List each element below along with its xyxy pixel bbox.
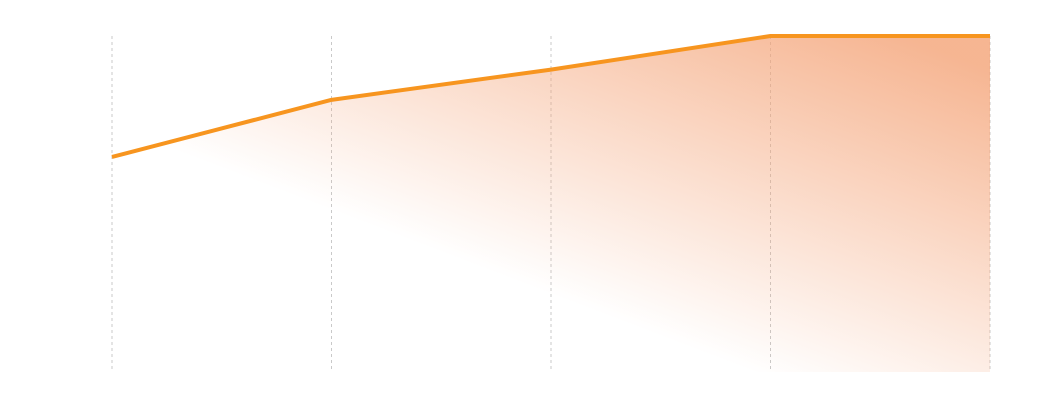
line xyxy=(111,34,990,159)
area xyxy=(112,36,990,372)
plot xyxy=(111,34,990,372)
